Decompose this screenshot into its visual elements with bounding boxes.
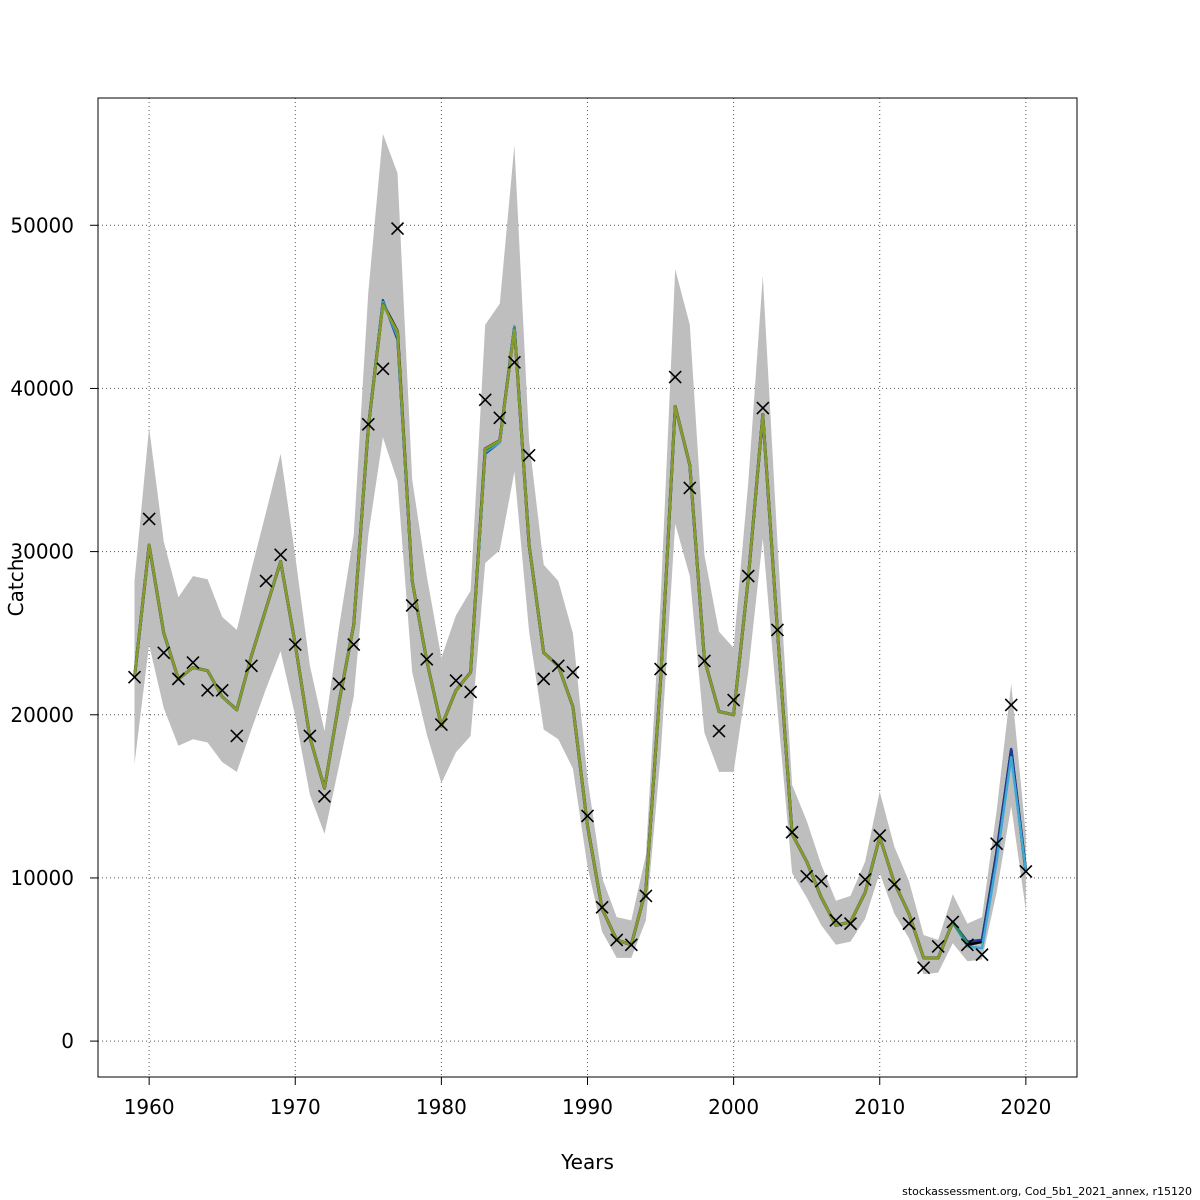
observed-point	[464, 685, 478, 699]
observed-point	[171, 672, 185, 686]
x-tick-label: 1970	[270, 1095, 321, 1119]
observed-point	[741, 569, 755, 583]
observed-point	[990, 837, 1004, 851]
observed-point	[244, 659, 258, 673]
observed-point	[580, 809, 595, 823]
x-tick-label: 2000	[708, 1095, 759, 1119]
observed-point	[449, 673, 463, 688]
grid-lines	[98, 98, 1077, 1077]
observed-point	[347, 638, 361, 652]
x-axis: 1960 1970 1980 1990 2000 2010 2020	[124, 1077, 1051, 1119]
observed-point	[697, 654, 711, 668]
observed-point	[230, 729, 244, 743]
observed-point	[127, 670, 142, 684]
observed-point	[390, 221, 405, 236]
observed-points	[127, 221, 1033, 975]
observed-point	[653, 662, 668, 676]
observed-point	[215, 683, 229, 697]
y-tick-label: 30000	[10, 540, 74, 564]
y-tick-label: 0	[61, 1029, 74, 1053]
observed-point	[1019, 864, 1033, 878]
observed-point	[551, 659, 565, 673]
observed-point	[756, 401, 770, 415]
observed-point	[887, 877, 901, 892]
observed-point	[317, 789, 332, 803]
observed-point	[566, 665, 580, 679]
observed-point	[858, 873, 872, 887]
confidence-band	[134, 133, 1026, 975]
x-tick-label: 1960	[124, 1095, 175, 1119]
observed-point	[727, 693, 741, 707]
observed-point	[712, 724, 726, 738]
y-tick-label: 10000	[10, 866, 74, 890]
observed-point	[332, 677, 346, 691]
observed-point	[405, 598, 419, 613]
observed-point	[288, 638, 302, 652]
observed-point	[975, 948, 989, 962]
x-tick-label: 2020	[1000, 1095, 1051, 1119]
observed-point	[873, 828, 887, 843]
observed-point	[478, 393, 492, 407]
y-axis-label: Catch	[4, 559, 28, 617]
observed-point	[624, 938, 638, 952]
x-axis-label: Years	[560, 1150, 614, 1174]
observed-point	[931, 939, 945, 954]
observed-point	[376, 362, 390, 376]
observed-point	[843, 917, 858, 931]
observed-point	[639, 889, 653, 903]
observed-point	[142, 512, 156, 526]
observed-point	[785, 825, 799, 839]
observed-point	[814, 874, 828, 888]
y-tick-label: 40000	[10, 376, 74, 400]
observed-point	[303, 729, 317, 743]
footer-credit: stockassessment.org, Cod_5b1_2021_annex,…	[902, 1185, 1192, 1198]
observed-point	[537, 672, 551, 686]
observed-point	[434, 717, 448, 732]
observed-point	[668, 370, 682, 384]
observed-point	[610, 933, 624, 947]
observed-point	[507, 355, 522, 369]
observed-point	[960, 938, 974, 952]
observed-point	[361, 417, 375, 431]
observed-point	[800, 869, 814, 883]
observed-point	[201, 683, 215, 697]
observed-point	[259, 574, 273, 588]
observed-point	[595, 900, 609, 914]
observed-point	[420, 652, 434, 666]
x-tick-label: 2010	[854, 1095, 905, 1119]
observed-point	[946, 915, 960, 929]
observed-point	[157, 646, 171, 660]
observed-point	[902, 917, 916, 931]
observed-point	[917, 961, 931, 975]
observed-point	[186, 655, 200, 670]
y-tick-label: 20000	[10, 703, 74, 727]
observed-point	[522, 448, 536, 462]
observed-point	[493, 411, 507, 425]
x-tick-label: 1990	[562, 1095, 613, 1119]
y-tick-label: 50000	[10, 213, 74, 237]
observed-point	[770, 623, 785, 637]
observed-point	[829, 913, 843, 927]
observed-point	[683, 481, 697, 495]
observed-point	[1004, 698, 1018, 712]
y-axis: 0 10000 20000 30000 40000 50000	[10, 213, 98, 1053]
x-tick-label: 1980	[416, 1095, 467, 1119]
series-lines	[133, 299, 1028, 960]
observed-point	[274, 548, 288, 562]
